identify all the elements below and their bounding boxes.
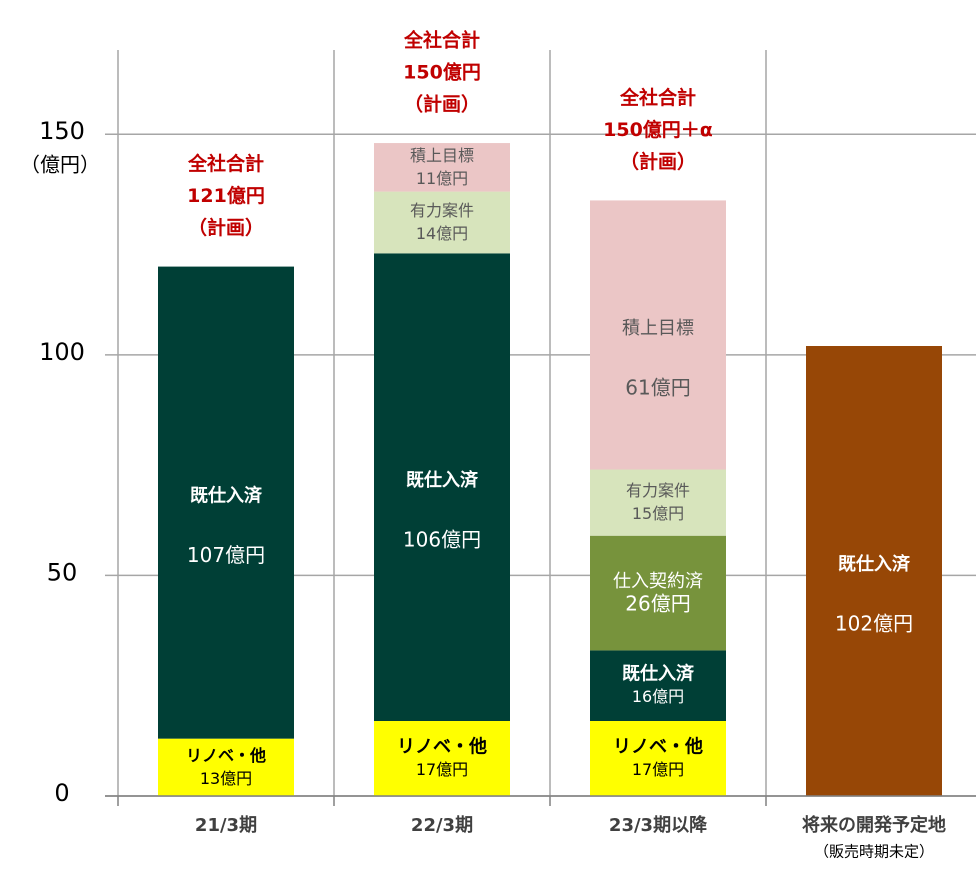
value-label: 107億円 (187, 543, 265, 567)
x-tick-label: 22/3期 (411, 815, 473, 836)
value-label: 102億円 (835, 612, 913, 636)
x-tick-label: 23/3期以降 (609, 814, 708, 836)
bar-segment (374, 721, 510, 796)
segment-name: 既仕入済 (190, 485, 263, 507)
segment-name: 仕入契約済 (613, 571, 703, 592)
segment-name: 積上目標 (410, 146, 474, 165)
segment-name: 有力案件 (410, 201, 474, 220)
x-tick-label: 21/3期 (195, 815, 257, 836)
value-label: 16億円 (632, 687, 684, 706)
value-label: 14億円 (416, 224, 468, 243)
bar-segment (374, 191, 510, 254)
total-annotation: （計画） (188, 216, 264, 239)
total-annotation: 150億円 (403, 61, 481, 84)
bar-segment (590, 721, 726, 796)
segment-name: リノベ・他 (186, 746, 266, 765)
bar-segment (374, 253, 510, 721)
x-tick-note: （販売時期未定） (814, 843, 934, 861)
x-tick-label: 将来の開発予定地 (802, 814, 946, 836)
bar-segment (590, 650, 726, 721)
total-annotation: （計画） (620, 150, 696, 173)
total-annotation: 全社合計 (403, 29, 480, 52)
value-label: 17億円 (416, 760, 468, 779)
y-tick-label: 0 (54, 779, 69, 807)
segment-name: 有力案件 (626, 481, 690, 500)
segment-name: リノベ・他 (397, 736, 487, 758)
y-unit-label: （億円） (20, 153, 100, 177)
value-label: 61億円 (625, 375, 690, 399)
segment-name: 既仕入済 (838, 553, 911, 575)
segment-name: 既仕入済 (622, 663, 695, 685)
bar-segment (158, 738, 294, 796)
bar-segment (590, 469, 726, 536)
value-label: 13億円 (200, 769, 252, 788)
total-annotation: 121億円 (187, 184, 265, 207)
segment-name: 既仕入済 (406, 469, 479, 491)
y-tick-label: 50 (47, 558, 78, 586)
segment-name: リノベ・他 (613, 736, 703, 758)
bar-segment (374, 143, 510, 192)
total-annotation: 全社合計 (619, 86, 696, 109)
total-annotation: 全社合計 (187, 152, 264, 175)
total-annotation: （計画） (404, 93, 480, 116)
value-label: 15億円 (632, 504, 684, 523)
bar-segment (590, 200, 726, 470)
bar-segment (806, 346, 942, 796)
segment-name: 積上目標 (622, 318, 694, 339)
value-label: 17億円 (632, 760, 684, 779)
bar-segment (158, 266, 294, 739)
y-tick-label: 100 (39, 338, 85, 366)
value-label: 106億円 (403, 528, 481, 552)
value-label: 26億円 (625, 592, 690, 616)
value-label: 11億円 (416, 169, 468, 188)
total-annotation: 150億円＋α (603, 118, 713, 141)
y-tick-label: 150 (39, 117, 85, 145)
bar-segment (590, 535, 726, 651)
